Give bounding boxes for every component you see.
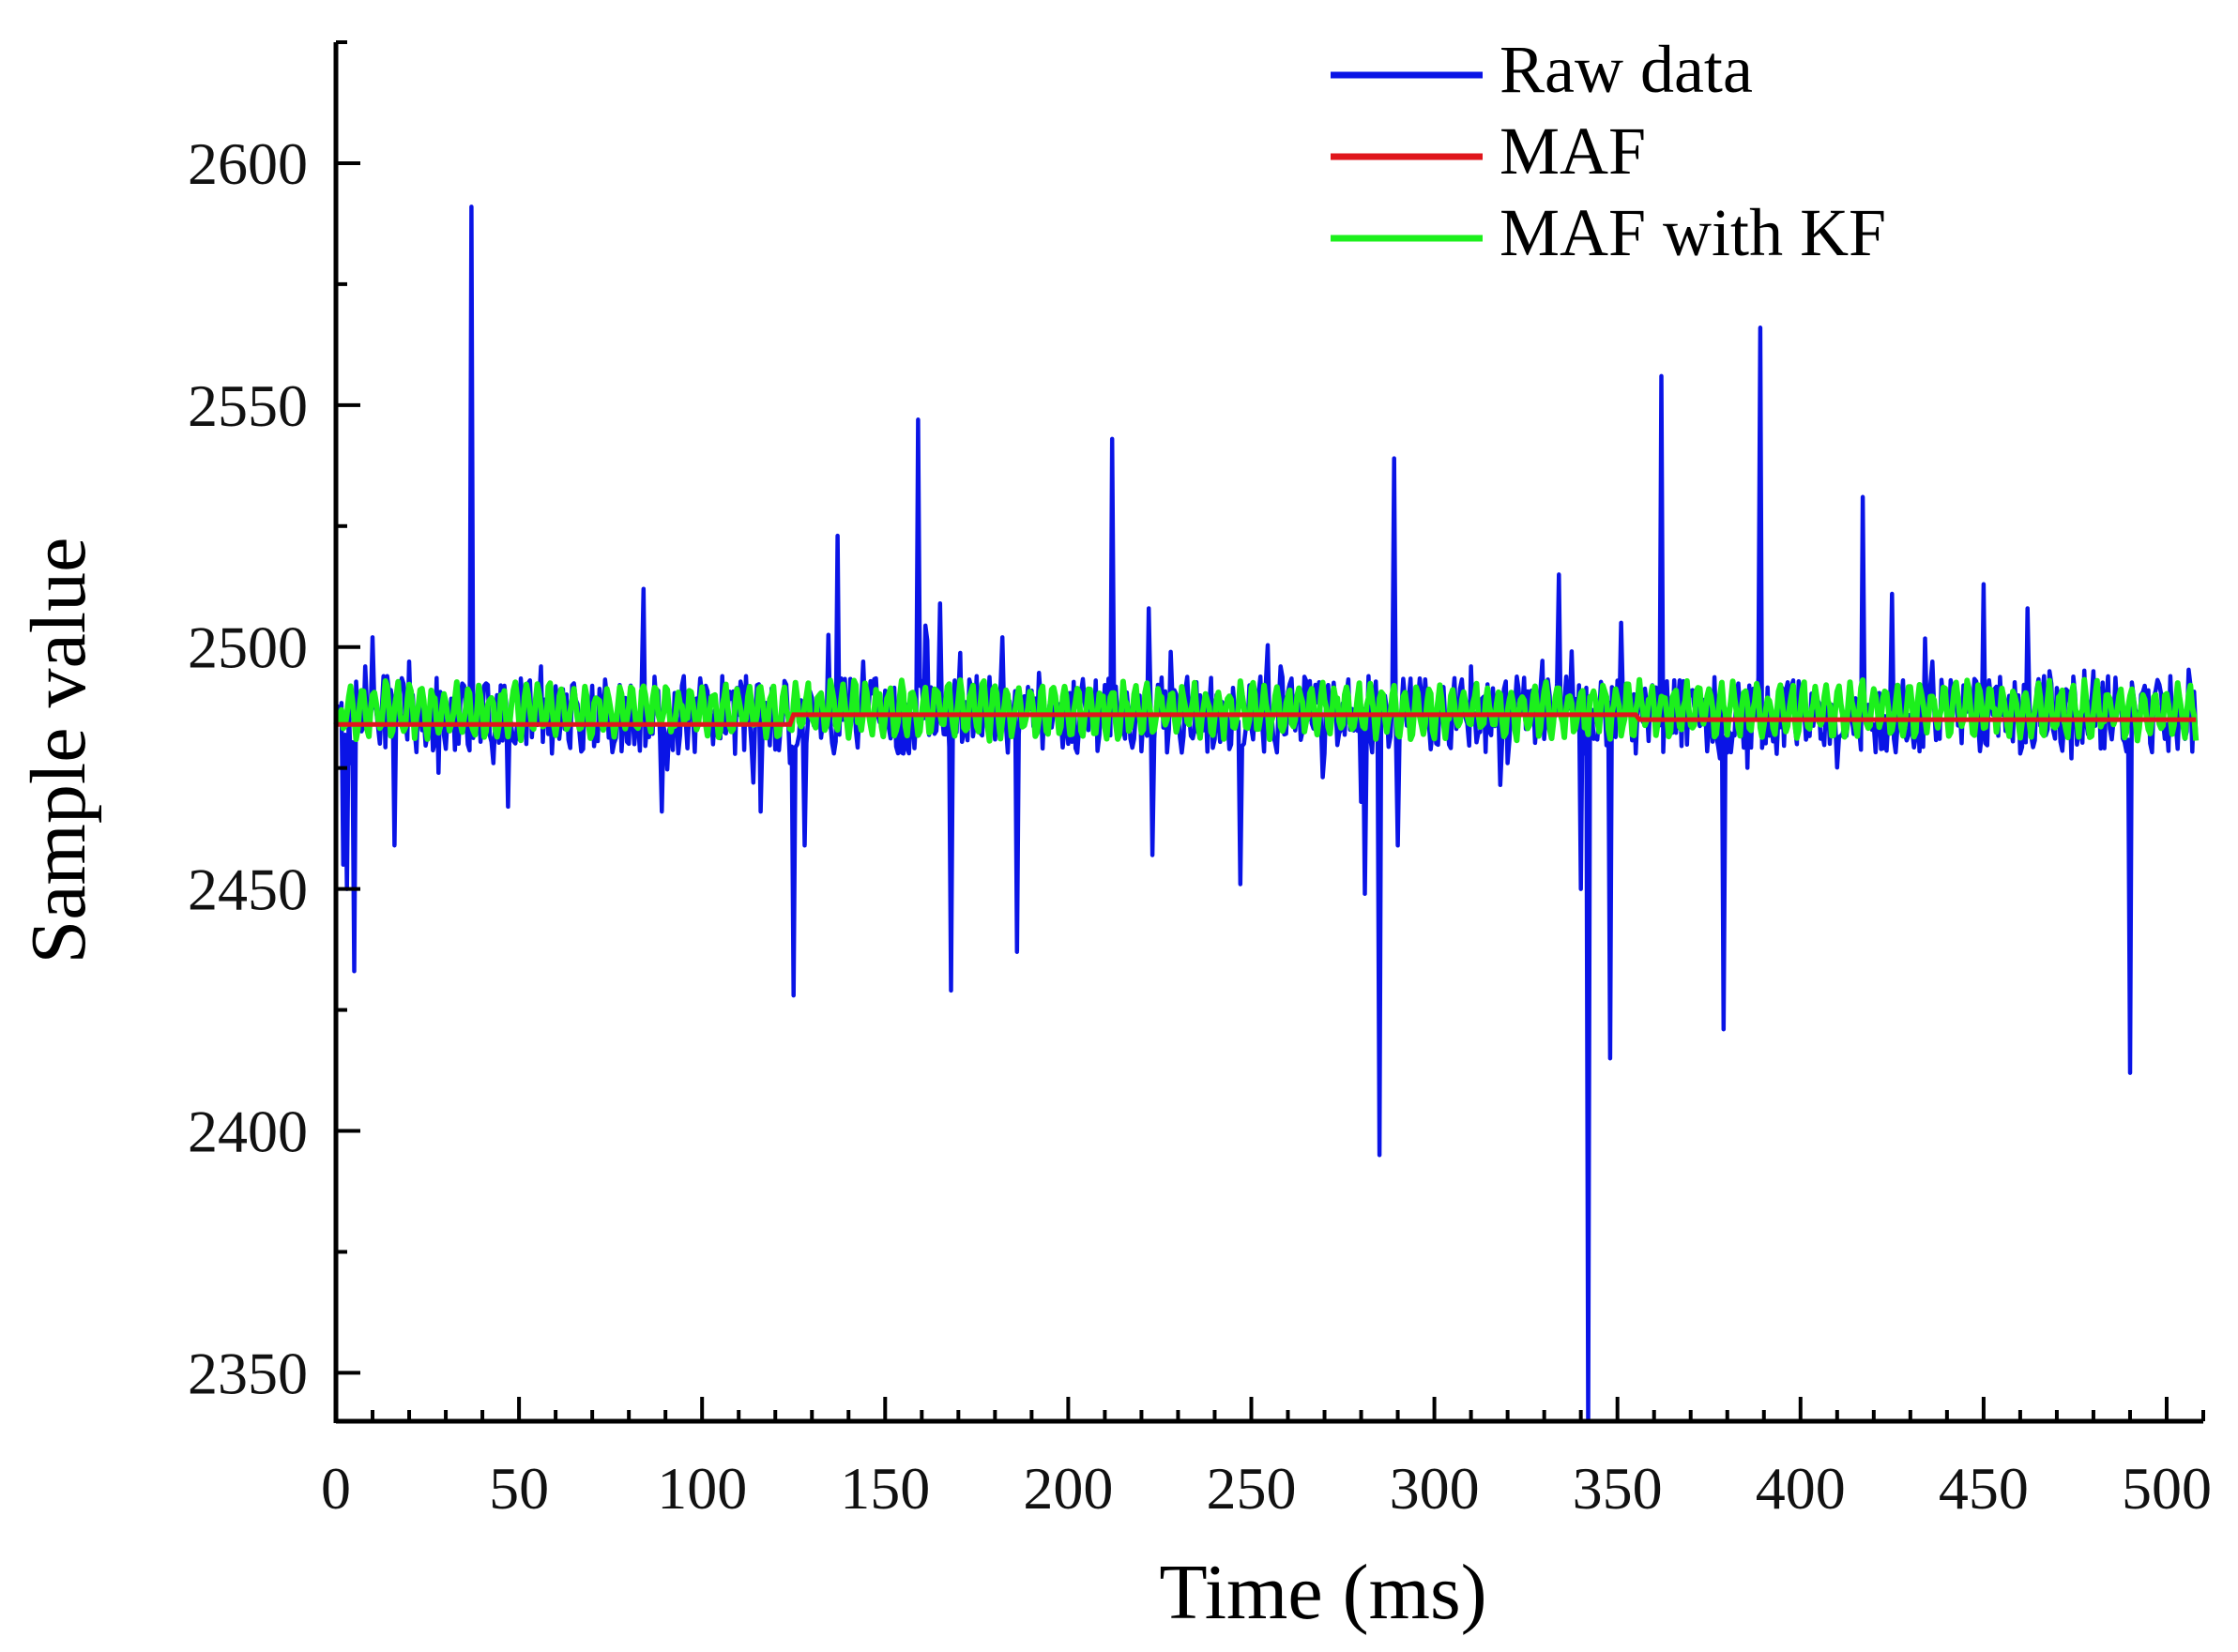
y-tick-label: 2350 [188, 1340, 308, 1406]
x-axis-title: Time (ms) [1159, 1549, 1486, 1636]
y-tick-label: 2600 [188, 130, 308, 197]
x-tick-label: 0 [321, 1455, 351, 1522]
legend-label-maf: MAF [1500, 114, 1646, 189]
x-tick-label: 100 [657, 1455, 747, 1522]
series-raw-data-line [333, 205, 2199, 1424]
y-tick-label: 2500 [188, 614, 308, 681]
legend: Raw data MAF MAF with KF [1331, 32, 1886, 270]
x-tick-label: 150 [840, 1455, 930, 1522]
x-tick-label: 350 [1573, 1455, 1663, 1522]
legend-label-raw-data: Raw data [1500, 32, 1753, 107]
x-tick-label: 50 [489, 1455, 549, 1522]
y-axis-title: Sample value [15, 538, 102, 964]
y-tick-label: 2450 [188, 856, 308, 923]
x-tick-label: 250 [1206, 1455, 1296, 1522]
plot-area: 0 50 100 150 200 250 300 350 400 450 500 2350 2400 24… [188, 40, 2212, 1522]
series-maf-line [336, 712, 2197, 727]
legend-label-maf-with-kf: MAF with KF [1500, 195, 1886, 270]
x-tick-label: 200 [1023, 1455, 1113, 1522]
axes-layer: 0 50 100 150 200 250 300 350 400 450 500 2350 2400 24… [188, 40, 2212, 1522]
x-tick-label: 400 [1756, 1455, 1846, 1522]
series-layer [333, 205, 2200, 1424]
x-tick-label: 500 [2122, 1455, 2212, 1522]
x-tick-label: 450 [1939, 1455, 2029, 1522]
y-tick-label: 2400 [188, 1099, 308, 1165]
series-maf-with-kf-line [333, 676, 2200, 744]
x-tick-label: 300 [1390, 1455, 1480, 1522]
y-tick-label: 2550 [188, 372, 308, 439]
